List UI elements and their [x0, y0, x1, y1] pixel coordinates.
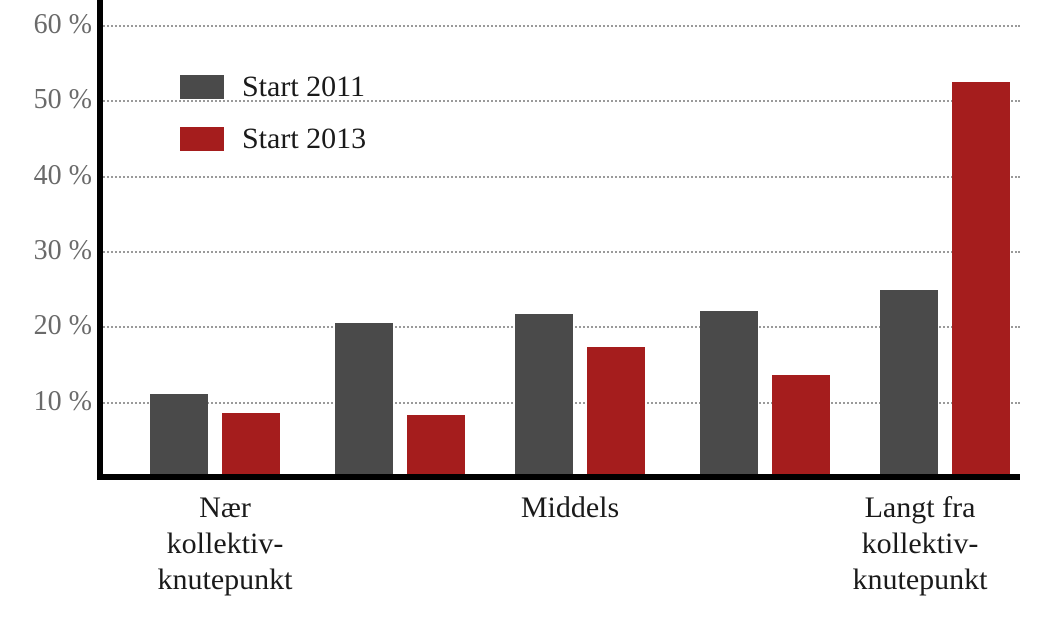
bar — [407, 415, 465, 477]
legend-label: Start 2011 — [242, 70, 365, 104]
y-tick-label: 10 % — [34, 386, 100, 418]
y-tick-label: 20 % — [34, 310, 100, 342]
legend-item: Start 2011 — [180, 70, 366, 104]
y-tick-label: 30 % — [34, 235, 100, 267]
legend-swatch — [180, 75, 224, 99]
y-tick-label: 40 % — [34, 160, 100, 192]
bar — [952, 82, 1010, 477]
x-category-label: Middels — [521, 490, 619, 526]
legend-label: Start 2013 — [242, 122, 366, 156]
bar — [587, 347, 645, 477]
bar — [335, 323, 393, 477]
gridline — [100, 25, 1020, 27]
bar — [700, 311, 758, 477]
x-category-label: Nær kollektiv- knutepunkt — [158, 490, 293, 598]
bar-chart: 10 % 20 % 30 % 40 % 50 % 60 % Nær kollektiv- k… — [0, 0, 1045, 638]
bar — [515, 314, 573, 477]
bar — [772, 375, 830, 477]
legend-item: Start 2013 — [180, 122, 366, 156]
bar — [222, 413, 280, 477]
x-category-label: Langt fra kollektiv- knutepunkt — [853, 490, 988, 598]
y-axis — [97, 0, 103, 480]
y-tick-label: 60 % — [34, 9, 100, 41]
y-tick-label: 50 % — [34, 84, 100, 116]
legend: Start 2011 Start 2013 — [180, 70, 366, 156]
bar — [150, 394, 208, 477]
gridline — [100, 251, 1020, 253]
legend-swatch — [180, 127, 224, 151]
bar — [880, 290, 938, 477]
x-axis — [100, 474, 1020, 480]
gridline — [100, 176, 1020, 178]
